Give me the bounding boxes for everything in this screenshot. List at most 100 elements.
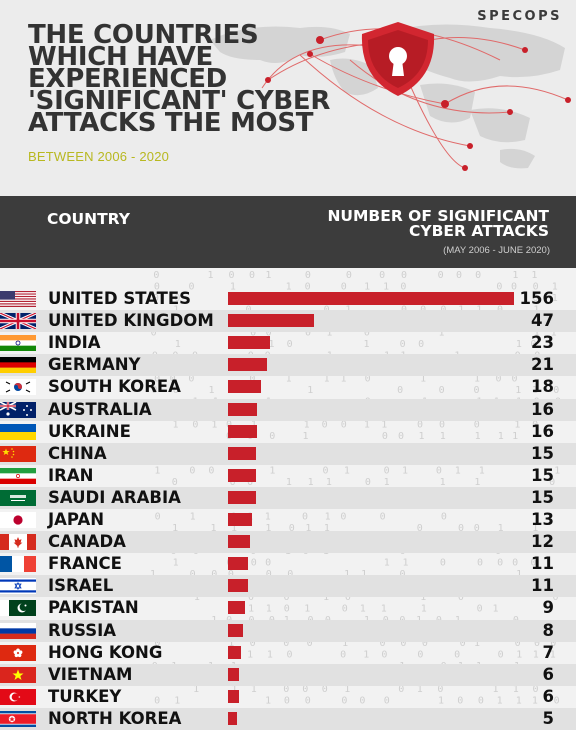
value-label: 15 <box>531 443 554 463</box>
binary-digit: 1 <box>265 270 271 281</box>
country-flag-icon <box>0 644 36 661</box>
chart-row: VIETNAM 6 <box>0 663 576 686</box>
bar <box>228 314 315 328</box>
value-label: 15 <box>531 465 554 485</box>
chart-row: UNITED KINGDOM 47 <box>0 310 576 333</box>
country-flag-icon <box>0 291 36 308</box>
chart-row: IRAN 15 <box>0 465 576 487</box>
bar <box>228 402 258 416</box>
country-label: IRAN <box>48 465 94 485</box>
value-label: 47 <box>531 311 554 331</box>
country-flag-icon <box>0 534 36 551</box>
chart-row: NORTH KOREA 5 <box>0 707 576 730</box>
country-label: NORTH KOREA <box>48 708 182 728</box>
shield-lock-icon <box>361 22 435 96</box>
bar <box>228 711 238 725</box>
value-label: 13 <box>531 510 554 529</box>
country-label: FRANCE <box>48 554 122 574</box>
chart-row: RUSSIA 8 <box>0 619 576 642</box>
country-flag-icon <box>0 357 36 374</box>
chart-row: SAUDI ARABIA 15 <box>0 486 576 509</box>
chart-row: GERMANY 21 <box>0 354 576 377</box>
bar <box>228 645 241 659</box>
bar <box>228 667 239 681</box>
value-header-line: CYBER ATTACKS <box>409 222 549 240</box>
binary-digit: 0 <box>305 270 311 281</box>
country-flag-icon <box>0 311 37 331</box>
binary-digit: 0 <box>249 270 255 281</box>
chart-row: CANADA 12 <box>0 531 576 554</box>
bar <box>228 689 239 703</box>
title-line: WHICH HAVE <box>28 42 214 72</box>
country-column-header: COUNTRY <box>47 210 130 228</box>
value-label: 16 <box>531 399 554 419</box>
binary-digit: 0 <box>401 270 407 281</box>
world-map-graphic <box>210 22 571 171</box>
country-flag-icon <box>0 489 36 506</box>
chart-subtitle: BETWEEN 2006 - 2020 <box>28 149 170 164</box>
country-label: CANADA <box>48 532 126 552</box>
country-flag-icon <box>0 622 36 639</box>
bar <box>228 623 243 637</box>
bar <box>228 601 245 615</box>
bar <box>228 513 252 526</box>
country-label: VIETNAM <box>48 664 133 684</box>
date-range-label: (MAY 2006 - JUNE 2020) <box>443 245 550 256</box>
bar <box>228 292 514 305</box>
brand-logo: SPECOPS <box>477 9 562 24</box>
chart-row: UKRAINE 16 <box>0 421 576 443</box>
title-line: EXPERIENCED <box>28 64 227 94</box>
chart-title: THE COUNTRIES WHICH HAVE EXPERIENCED 'SI… <box>28 20 368 136</box>
country-label: SAUDI ARABIA <box>48 487 181 507</box>
value-header-line: NUMBER OF SIGNIFICANT <box>327 207 549 225</box>
chart-row: UNITED STATES 156 <box>0 288 576 310</box>
chart-row: TURKEY 6 <box>0 686 576 708</box>
country-label: UNITED STATES <box>48 289 192 308</box>
bar <box>228 380 261 394</box>
chart-row: HONG KONG 7 <box>0 642 576 664</box>
binary-digit: 0 <box>438 270 444 281</box>
country-label: CHINA <box>48 443 107 463</box>
binary-digit: 1 <box>531 270 537 281</box>
header: THE COUNTRIES WHICH HAVE EXPERIENCED 'SI… <box>0 0 576 196</box>
country-label: JAPAN <box>48 510 105 529</box>
value-label: 18 <box>531 377 554 397</box>
country-flag-icon <box>0 467 36 484</box>
country-flag-icon <box>0 400 36 418</box>
value-label: 7 <box>542 642 554 662</box>
value-label: 16 <box>531 421 554 441</box>
bar <box>228 557 249 571</box>
bar <box>228 490 256 504</box>
country-label: SOUTH KOREA <box>48 377 181 397</box>
country-label: ISRAEL <box>48 576 114 596</box>
country-label: PAKISTAN <box>48 598 139 618</box>
title-line: 'SIGNIFICANT' CYBER <box>28 86 331 116</box>
chart-row: CHINA 15 <box>0 442 576 465</box>
value-label: 156 <box>519 289 554 308</box>
country-flag-icon <box>0 710 36 727</box>
chart-row: AUSTRALIA 16 <box>0 398 576 421</box>
binary-digit: 0 <box>475 270 481 281</box>
country-label: AUSTRALIA <box>48 399 152 419</box>
value-label: 5 <box>542 708 554 728</box>
binary-digit: 1 <box>207 270 213 281</box>
title-line: THE COUNTRIES <box>28 20 259 50</box>
chart-row: SOUTH KOREA 18 <box>0 376 576 398</box>
value-label: 12 <box>531 532 554 552</box>
chart-rows: 0100100000001100110011000010011100000110… <box>0 268 576 730</box>
binary-digit: 1 <box>512 270 518 281</box>
chart-row: ISRAEL 11 <box>0 575 576 598</box>
country-label: UKRAINE <box>48 421 131 441</box>
country-flag-icon <box>0 556 37 573</box>
bar <box>228 535 250 549</box>
country-label: UNITED KINGDOM <box>48 311 214 331</box>
country-label: INDIA <box>48 333 101 353</box>
binary-digit: 0 <box>153 270 159 281</box>
country-flag-icon <box>0 578 36 595</box>
chart-row: FRANCE 11 <box>0 553 576 575</box>
bar <box>228 424 258 438</box>
bar <box>228 446 256 460</box>
country-label: HONG KONG <box>48 642 163 662</box>
value-label: 21 <box>531 355 554 375</box>
bar <box>228 579 249 593</box>
